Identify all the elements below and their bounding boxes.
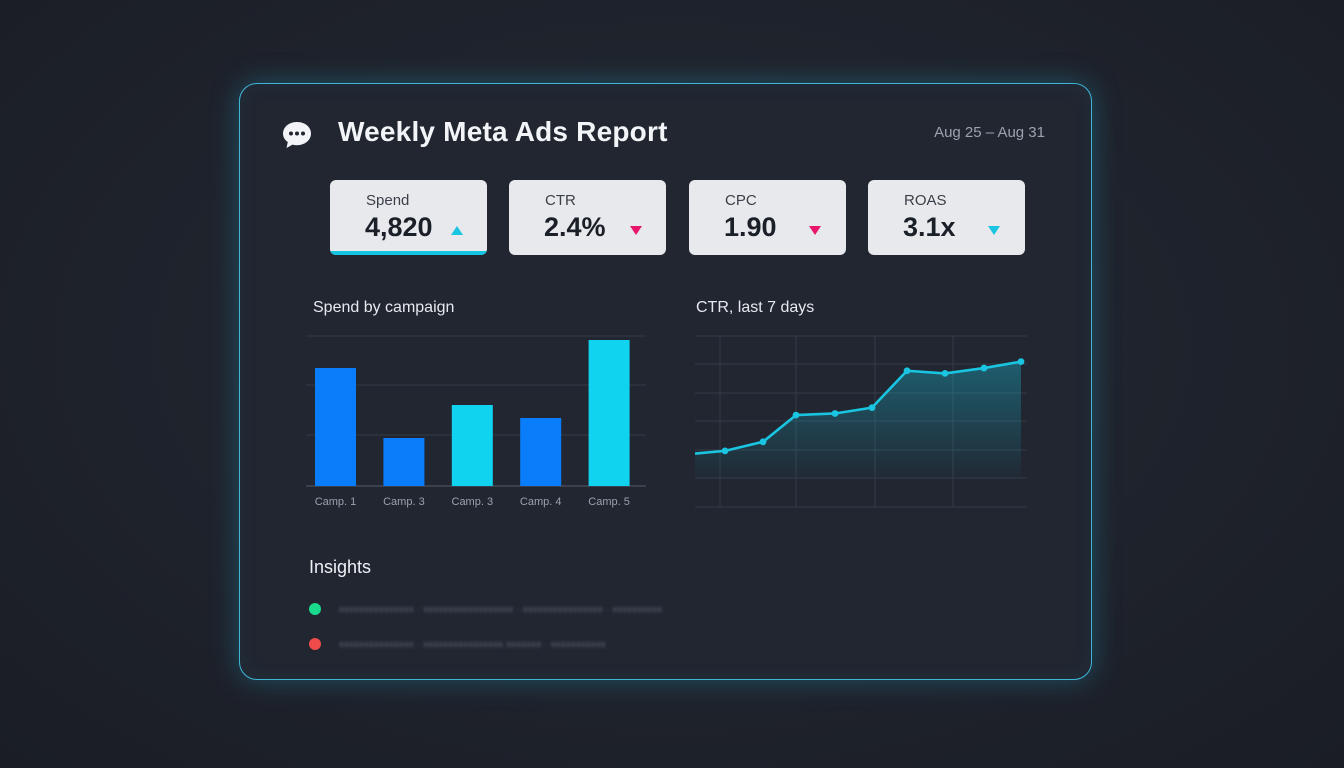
kpi-label: Spend <box>366 192 410 209</box>
kpi-value: 3.1x <box>903 212 956 242</box>
x-tick-label: Camp. 5 <box>588 496 630 508</box>
kpi-label: CTR <box>545 192 576 209</box>
trend-down-icon <box>630 226 642 235</box>
status-dot <box>309 603 321 615</box>
kpi-card-ctr[interactable]: CTR 2.4% <box>509 180 666 255</box>
report-title: Weekly Meta Ads Report <box>338 116 668 147</box>
insights-title: Insights <box>309 557 372 577</box>
kpi-value: 4,820 <box>365 212 433 242</box>
data-point <box>831 410 839 417</box>
x-tick-label: Camp. 3 <box>452 496 494 508</box>
data-point <box>868 404 876 412</box>
x-tick-label: Camp. 4 <box>520 496 562 508</box>
data-point <box>1017 358 1025 366</box>
kpi-card-spend[interactable]: Spend 4,820 <box>330 180 487 255</box>
bar <box>383 438 425 486</box>
ctr-line-chart <box>695 335 1027 508</box>
bar <box>451 405 493 486</box>
date-range[interactable]: Aug 25 – Aug 31 <box>934 124 1045 141</box>
kpi-card-roas[interactable]: ROAS 3.1x <box>868 180 1025 255</box>
insight-item[interactable]: xxxxxxxxxxxxxxx · xxxxxxxxxxxxxxxxxx · x… <box>309 603 759 615</box>
active-indicator <box>330 251 487 255</box>
kpi-card-cpc[interactable]: CPC 1.90 <box>689 180 846 255</box>
bar <box>588 340 630 486</box>
kpi-value: 2.4% <box>544 212 606 242</box>
data-point <box>941 370 949 377</box>
data-point <box>721 447 729 455</box>
x-tick-label: Camp. 1 <box>315 496 357 508</box>
bar-chart-title: Spend by campaign <box>313 299 455 316</box>
data-point <box>903 367 911 375</box>
line-chart-title: CTR, last 7 days <box>696 299 815 316</box>
bar <box>520 418 562 486</box>
insight-text: xxxxxxxxxxxxxxx · xxxxxxxxxxxxxxxx xxxxx… <box>339 639 606 649</box>
kpi-label: CPC <box>725 192 757 209</box>
area-fill <box>695 361 1021 479</box>
insight-text: xxxxxxxxxxxxxxx · xxxxxxxxxxxxxxxxxx · x… <box>339 604 663 614</box>
trend-down-icon <box>988 226 1000 235</box>
status-dot <box>309 638 321 650</box>
data-point <box>980 364 988 372</box>
trend-up-icon <box>451 226 463 235</box>
chat-bubble-icon <box>283 122 311 148</box>
trend-down-icon <box>809 226 821 235</box>
report-panel: Weekly Meta Ads Report Aug 25 – Aug 31 S… <box>239 83 1092 680</box>
bar <box>315 368 356 486</box>
kpi-value: 1.90 <box>724 212 777 242</box>
data-point <box>792 411 800 419</box>
data-point <box>759 438 767 446</box>
series-line <box>695 360 1022 455</box>
kpi-label: ROAS <box>904 192 947 209</box>
x-tick-label: Camp. 3 <box>383 496 425 508</box>
spend-bar-chart: Camp. 1 Camp. 3 Camp. 3 Camp. 4 Camp. 5 <box>306 335 646 508</box>
insight-item[interactable]: xxxxxxxxxxxxxxx · xxxxxxxxxxxxxxxx xxxxx… <box>309 638 759 650</box>
